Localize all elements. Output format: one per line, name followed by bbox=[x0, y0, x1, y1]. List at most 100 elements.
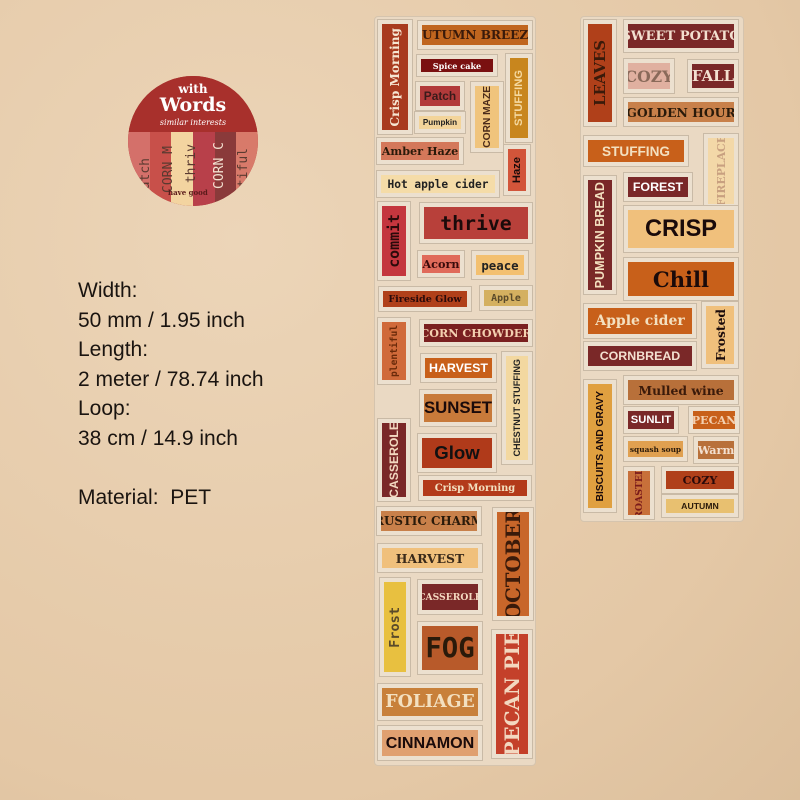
sticker-label: FOLIAGE bbox=[385, 692, 475, 712]
sticker-label: Amber Haze bbox=[381, 144, 459, 158]
sticker-spice-cake: Spice cake bbox=[421, 59, 493, 72]
sticker-label: FOREST bbox=[632, 180, 684, 194]
sticker-label: CORN CHOWDER bbox=[424, 326, 528, 340]
sticker-label: PUMPKIN BREAD bbox=[593, 181, 607, 289]
sticker-sunset: SUNSET bbox=[424, 394, 492, 422]
sticker-leaves: LEAVES bbox=[588, 24, 612, 122]
spec-loop-value: 38 cm / 14.9 inch bbox=[78, 426, 238, 450]
sticker-label: STUFFING bbox=[602, 143, 670, 159]
sticker-label: PECAN bbox=[693, 413, 735, 427]
sticker-patch: Patch bbox=[420, 86, 460, 106]
sticker-chestnut-stuffing: CHESTNUT STUFFING bbox=[506, 356, 528, 460]
sticker-label: Chill bbox=[652, 266, 710, 292]
sticker-label: BISCUITS AND GRAVY bbox=[594, 390, 606, 502]
spec-material: Material: PET bbox=[78, 485, 212, 509]
sticker-label: Patch bbox=[423, 89, 457, 103]
sticker-label: CINNAMON bbox=[385, 733, 475, 752]
sticker-fall: FALL bbox=[692, 64, 734, 88]
sticker-label: thrive bbox=[440, 211, 512, 235]
sticker-label: HARVEST bbox=[429, 361, 488, 375]
sticker-label: AUTUMN BREEZE bbox=[422, 28, 528, 42]
sticker-stuffing: STUFFING bbox=[510, 58, 528, 138]
sticker-label: RUSTIC CHARM bbox=[381, 514, 477, 528]
sticker-cinnamon: CINNAMON bbox=[382, 730, 478, 756]
sticker-fireplace: FIREPLACE bbox=[708, 138, 734, 204]
sticker-plentiful: plentiful bbox=[382, 322, 406, 380]
sticker-label: AUTUMN bbox=[681, 501, 719, 511]
sticker-corn-maze: CORN MAZE bbox=[475, 86, 499, 148]
sticker-apple-cider: Apple cider bbox=[588, 308, 692, 334]
sticker-casserole: CASSEROLE bbox=[422, 584, 478, 610]
spec-length-value: 2 meter / 78.74 inch bbox=[78, 367, 264, 391]
sticker-label: plentiful bbox=[388, 325, 400, 377]
sticker-label: CRISP bbox=[644, 215, 718, 242]
sticker-squash-soup: squash soup bbox=[628, 441, 683, 457]
sticker-label: Apple bbox=[491, 292, 521, 304]
sticker-label: CORNBREAD bbox=[599, 349, 681, 363]
sticker-forest: FOREST bbox=[628, 177, 688, 197]
sticker-foliage: FOLIAGE bbox=[382, 688, 478, 716]
sticker-label: Crisp Morning bbox=[434, 482, 516, 494]
sticker-stuffing: STUFFING bbox=[588, 140, 684, 162]
sticker-label: peace bbox=[481, 257, 519, 273]
sticker-label: Apple cider bbox=[595, 313, 685, 329]
sticker-thrive: thrive bbox=[424, 207, 528, 239]
sticker-casserole: CASSEROLE bbox=[382, 423, 406, 497]
sticker-autumn-breeze: AUTUMN BREEZE bbox=[422, 25, 528, 45]
sticker-mulled-wine: Mulled wine bbox=[628, 380, 734, 400]
sticker-amber-haze: Amber Haze bbox=[381, 142, 459, 160]
logo-snippet: thriv bbox=[184, 144, 199, 184]
sticker-fog: FOG bbox=[422, 626, 478, 670]
sticker-label: Frosted bbox=[712, 308, 728, 362]
sticker-label: Hot apple cider bbox=[387, 177, 489, 191]
spec-length-label: Length: bbox=[78, 338, 149, 361]
sticker-biscuits-and-gravy: BISCUITS AND GRAVY bbox=[588, 384, 612, 508]
sticker-label: Warm bbox=[698, 443, 734, 457]
sticker-label: Mulled wine bbox=[638, 382, 724, 398]
sticker-autumn: AUTUMN bbox=[666, 499, 734, 513]
sticker-label: commit bbox=[385, 214, 403, 268]
logo-snippet: atch bbox=[138, 158, 153, 190]
sticker-crisp: CRISP bbox=[628, 210, 734, 248]
sticker-commit: commit bbox=[382, 206, 406, 276]
logo-with: with bbox=[178, 82, 208, 96]
logo-footer: have good bbox=[168, 188, 208, 197]
sticker-label: SUNLIT bbox=[630, 414, 672, 426]
logo-snippet: CORN C bbox=[212, 142, 227, 189]
sticker-sunlit: SUNLIT bbox=[628, 411, 674, 429]
sticker-label: SUNSET bbox=[424, 398, 492, 417]
logo-snippet: tiful bbox=[236, 148, 251, 188]
sticker-warm: Warm bbox=[698, 441, 734, 459]
sticker-label: Glow bbox=[434, 442, 480, 463]
sticker-october: OCTOBER bbox=[497, 512, 529, 616]
sticker-label: ROASTED bbox=[633, 471, 645, 515]
sticker-pumpkin-bread: PUMPKIN BREAD bbox=[588, 180, 612, 290]
sticker-label: Acorn bbox=[422, 257, 460, 271]
sticker-label: STUFFING bbox=[513, 70, 525, 126]
sticker-frost: Frost bbox=[384, 582, 406, 672]
sticker-label: COZY bbox=[628, 66, 670, 86]
sticker-chill: Chill bbox=[628, 262, 734, 296]
sticker-hot-apple-cider: Hot apple cider bbox=[381, 175, 495, 193]
sticker-label: CHESTNUT STUFFING bbox=[512, 359, 522, 457]
sticker-corn-chowder: CORN CHOWDER bbox=[424, 324, 528, 342]
sticker-label: Frost bbox=[387, 606, 403, 648]
sticker-apple: Apple bbox=[484, 290, 528, 306]
sticker-label: LEAVES bbox=[591, 40, 609, 106]
sticker-label: PECAN PIE bbox=[500, 634, 524, 754]
sticker-cozy: COZY bbox=[628, 63, 670, 89]
sticker-fireside-glow: Fireside Glow bbox=[383, 291, 467, 307]
sticker-crisp-morning: Crisp Morning bbox=[382, 24, 408, 130]
logo-snippet: CORN M bbox=[161, 146, 176, 193]
sticker-label: CORN MAZE bbox=[481, 86, 493, 148]
sticker-label: GOLDEN HOUR bbox=[628, 104, 734, 120]
sticker-label: FIREPLACE bbox=[714, 138, 728, 204]
sticker-cozy: COZY bbox=[666, 471, 734, 489]
logo-stripes bbox=[128, 132, 258, 206]
sticker-glow: Glow bbox=[422, 438, 492, 468]
sticker-label: Crisp Morning bbox=[388, 27, 402, 127]
sticker-label: Pumpkin bbox=[422, 118, 458, 127]
spec-width-label: Width: bbox=[78, 279, 138, 302]
sticker-acorn: Acorn bbox=[422, 255, 460, 273]
sticker-label: COZY bbox=[682, 473, 718, 487]
